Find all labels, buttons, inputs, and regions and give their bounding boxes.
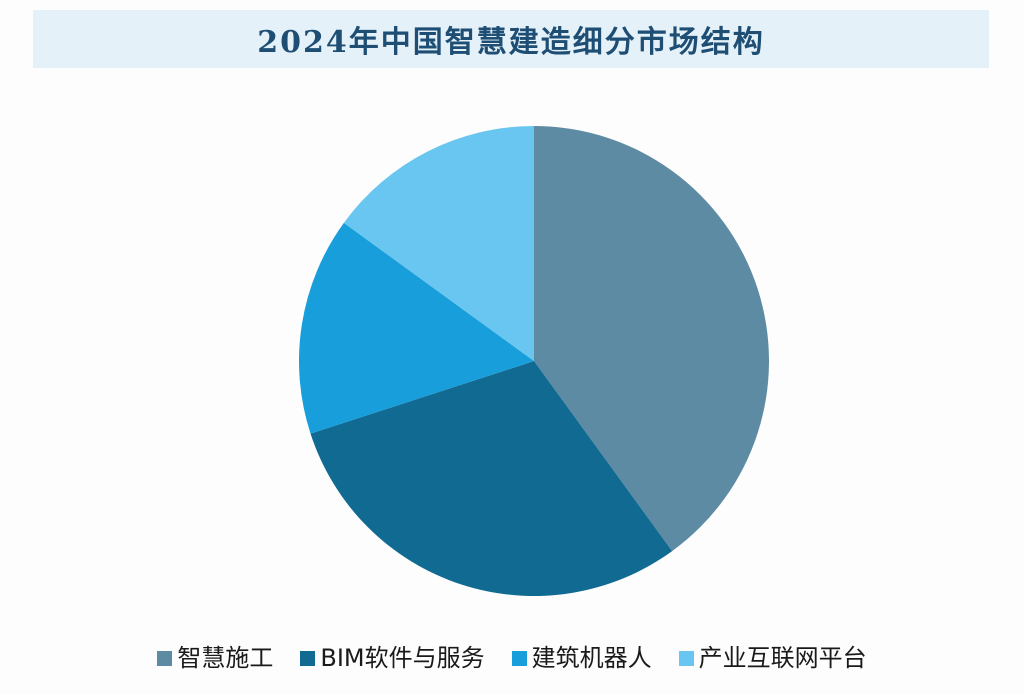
legend-swatch-1 — [157, 650, 173, 666]
pie-slice-1 — [534, 126, 769, 552]
legend-swatch-2 — [300, 650, 316, 666]
legend-item-2: BIM软件与服务 — [300, 644, 485, 672]
legend-label-2: BIM软件与服务 — [320, 644, 485, 672]
legend-swatch-4 — [678, 650, 694, 666]
pie-chart — [299, 126, 769, 596]
legend-swatch-3 — [511, 650, 527, 666]
pie-slice-3 — [299, 222, 534, 434]
pie-chart-svg — [299, 126, 769, 596]
legend-item-4: 产业互联网平台 — [678, 644, 867, 672]
legend-label-3: 建筑机器人 — [531, 644, 652, 672]
legend: 智慧施工 BIM软件与服务 建筑机器人 产业互联网平台 — [0, 646, 1024, 670]
chart-title-band: 2024年中国智慧建造细分市场结构 — [33, 10, 989, 68]
page-title: 2024年中国智慧建造细分市场结构 — [257, 25, 765, 60]
pie-slice-2 — [310, 361, 673, 596]
pie-slice-4 — [343, 126, 534, 361]
legend-item-3: 建筑机器人 — [511, 644, 652, 672]
legend-label-1: 智慧施工 — [177, 644, 274, 672]
legend-item-1: 智慧施工 — [157, 646, 273, 670]
legend-label-4: 产业互联网平台 — [698, 644, 867, 672]
